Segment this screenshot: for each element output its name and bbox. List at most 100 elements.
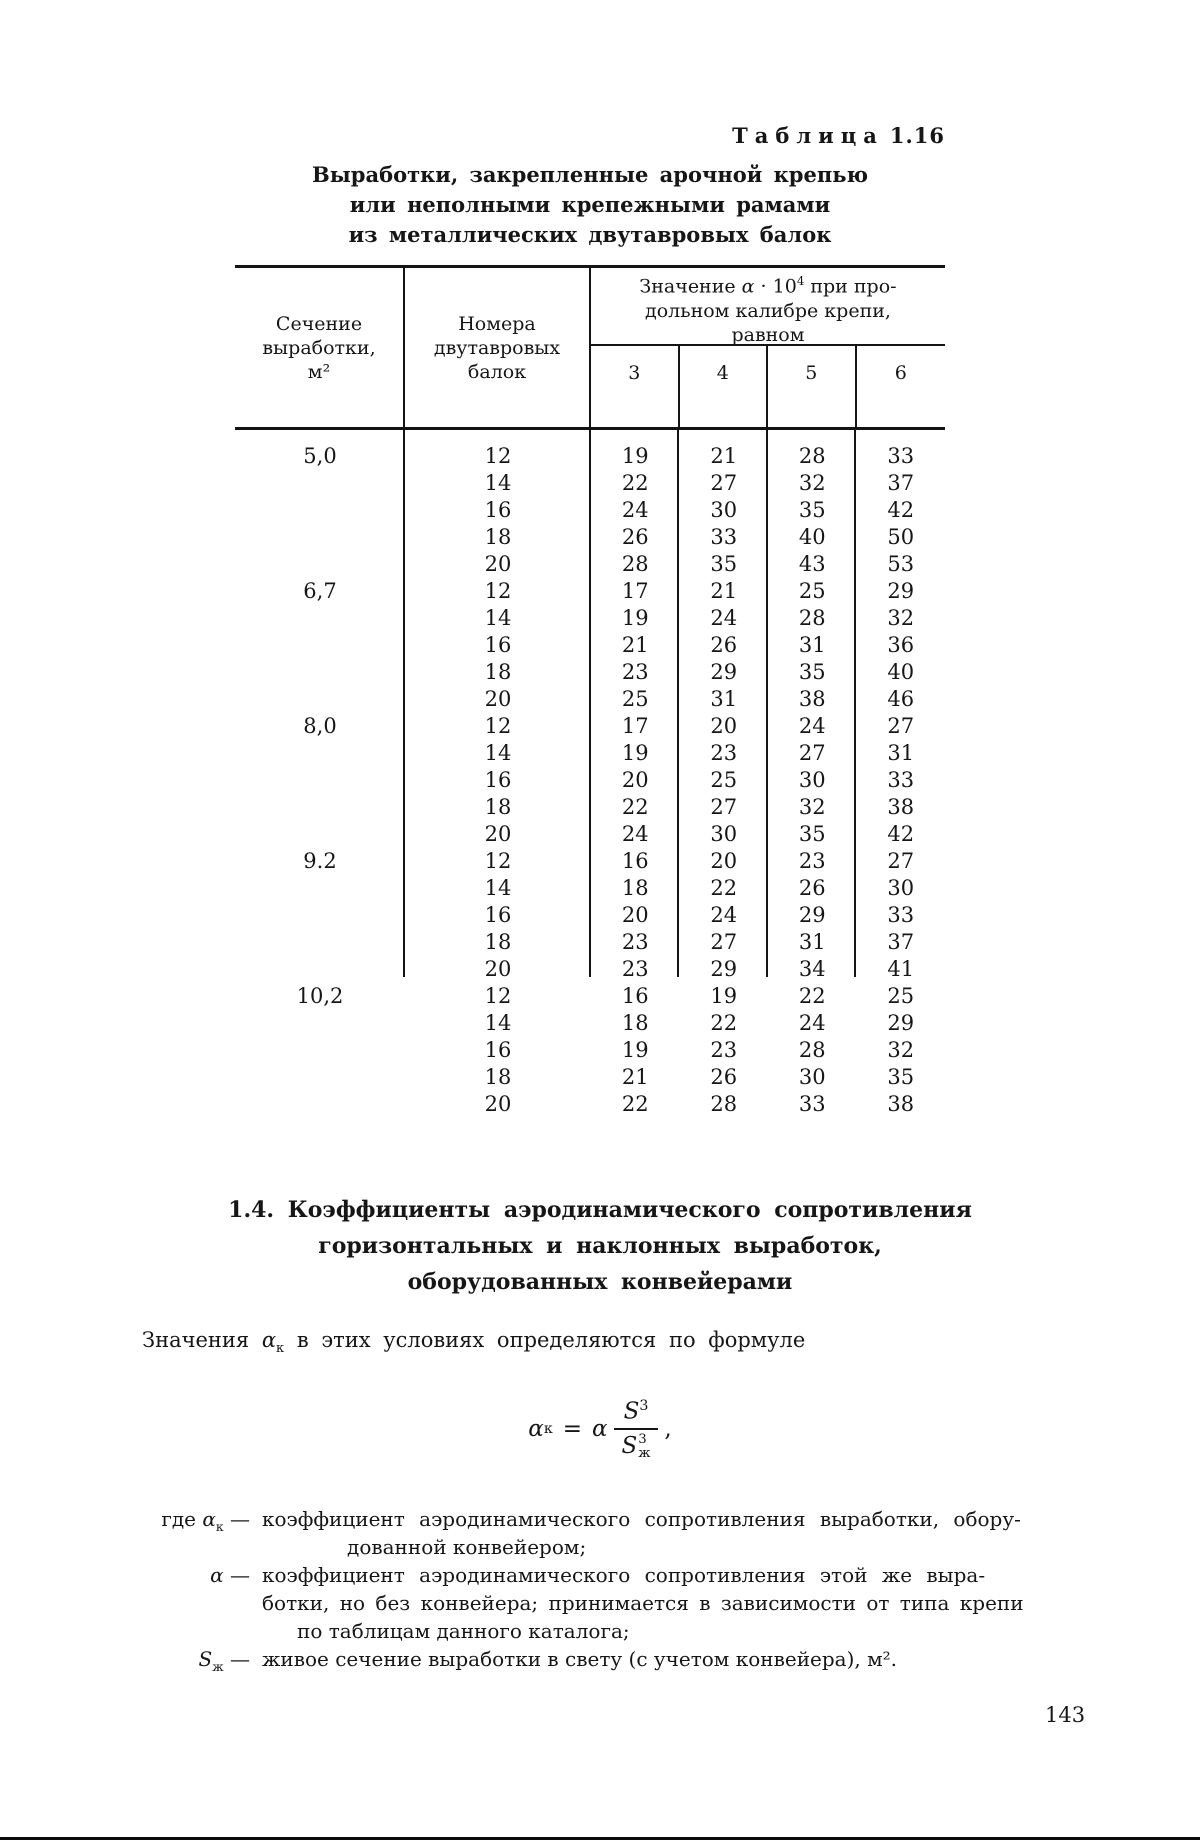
- cell-alpha-value: 22: [798, 984, 826, 1008]
- header-line: балок: [467, 360, 527, 383]
- data-table: Сечение выработки, м² Номера двутавровых…: [235, 265, 945, 1116]
- cell-alpha-value: 53: [887, 552, 915, 576]
- table-row: 18 23 27 31 37: [235, 929, 945, 956]
- cell-alpha-value: 42: [887, 822, 915, 846]
- cell-alpha-value: 24: [710, 903, 738, 927]
- header-subcolumns: 3 4 5 6: [591, 344, 945, 427]
- alpha-symbol: α: [528, 1416, 544, 1443]
- subcol-header: 3: [591, 346, 680, 427]
- table-row: 20 23 29 34 41: [235, 956, 945, 983]
- table-label: Таблица 1.16: [235, 123, 945, 148]
- cell-section: [235, 524, 405, 551]
- table-vertical-rule: [854, 430, 856, 977]
- cell-beam-number: 16: [484, 633, 512, 657]
- equals-sign: =: [562, 1416, 583, 1443]
- cell-alpha-value: 38: [798, 687, 826, 711]
- cell-alpha-value: 35: [887, 1065, 915, 1089]
- cell-section: [235, 1064, 405, 1091]
- cell-beam-number: 20: [484, 1092, 512, 1116]
- cell-beam-number: 16: [484, 498, 512, 522]
- table-row: 20 24 30 35 42: [235, 821, 945, 848]
- cell-alpha-value: 27: [798, 741, 826, 765]
- cell-alpha-value: 31: [887, 741, 915, 765]
- cell-beam-number: 20: [484, 687, 512, 711]
- cell-alpha-value: 19: [621, 444, 649, 468]
- table-row: 10,2 12 16 19 22 25: [235, 983, 945, 1010]
- cell-alpha-value: 34: [798, 957, 826, 981]
- cell-beam-number: 18: [484, 930, 512, 954]
- subcol-header: 6: [894, 362, 907, 384]
- cell-alpha-value: 22: [710, 876, 738, 900]
- cell-alpha-value: 24: [710, 606, 738, 630]
- cell-alpha-value: 27: [710, 795, 738, 819]
- table-vertical-rule: [766, 430, 768, 977]
- table-row: 20 28 35 43 53: [235, 551, 945, 578]
- table-row: 20 22 28 33 38: [235, 1091, 945, 1118]
- cell-alpha-value: 32: [887, 1038, 915, 1062]
- cell-alpha-value: 25: [798, 579, 826, 603]
- caption-line: или неполными крепежными рамами: [349, 192, 831, 217]
- table-header: Сечение выработки, м² Номера двутавровых…: [235, 268, 945, 430]
- header-col-alpha-group: Значение α · 104 при про- дольном калибр…: [591, 268, 945, 427]
- cell-alpha-value: 50: [887, 525, 915, 549]
- cell-beam-number: 20: [484, 957, 512, 981]
- cell-section: [235, 1037, 405, 1064]
- definition-item: α — коэффициент аэродинамического сопрот…: [100, 1561, 1050, 1645]
- cell-alpha-value: 23: [798, 849, 826, 873]
- cell-section: [235, 551, 405, 578]
- cell-alpha-value: 42: [887, 498, 915, 522]
- fraction-numerator: S3: [613, 1398, 659, 1430]
- definition-symbol: α —: [210, 1563, 250, 1587]
- cell-alpha-value: 28: [621, 552, 649, 576]
- cell-section: 10,2: [296, 984, 344, 1008]
- table-row: 16 19 23 28 32: [235, 1037, 945, 1064]
- cell-beam-number: 12: [484, 444, 512, 468]
- alpha-symbol: α: [210, 1563, 224, 1587]
- cell-section: [235, 956, 405, 983]
- cell-section: [235, 929, 405, 956]
- header-line: равном: [731, 323, 805, 346]
- cell-alpha-value: 33: [798, 1092, 826, 1116]
- definition-item: где αк — коэффициент аэродинамического с…: [100, 1505, 1050, 1561]
- cell-alpha-value: 29: [887, 579, 915, 603]
- cell-section: [235, 659, 405, 686]
- header-line: Значение α · 104 при про-: [639, 274, 897, 298]
- table-row: 5,0 12 19 21 28 33: [235, 443, 945, 470]
- cell-alpha-value: 22: [621, 795, 649, 819]
- cell-alpha-value: 33: [887, 444, 915, 468]
- cell-beam-number: 16: [484, 903, 512, 927]
- cell-alpha-value: 29: [710, 660, 738, 684]
- header-line: дольном калибре крепи,: [645, 299, 891, 322]
- cell-alpha-value: 24: [621, 822, 649, 846]
- table-row: 14 19 23 27 31: [235, 740, 945, 767]
- cell-alpha-value: 24: [798, 714, 826, 738]
- cell-alpha-value: 35: [798, 498, 826, 522]
- table-caption: Выработки, закрепленные арочной крепью и…: [185, 160, 995, 250]
- cell-section: [235, 632, 405, 659]
- cell-alpha-value: 26: [621, 525, 649, 549]
- cell-alpha-value: 23: [621, 930, 649, 954]
- table-row: 8,0 12 17 20 24 27: [235, 713, 945, 740]
- cell-section: [235, 821, 405, 848]
- cell-alpha-value: 30: [798, 1065, 826, 1089]
- cell-alpha-value: 25: [887, 984, 915, 1008]
- cell-section: [235, 794, 405, 821]
- cell-alpha-value: 32: [798, 471, 826, 495]
- section-heading-line: оборудованных конвейерами: [407, 1269, 793, 1295]
- table-label-number: 1.16: [889, 123, 945, 148]
- header-line: м²: [307, 360, 331, 383]
- table-label-word: Таблица: [732, 123, 884, 148]
- table-body: 5,0 12 19 21 28 33 14 22 27 32 37 16 24 …: [235, 430, 945, 1116]
- definition-symbol: Sж —: [198, 1647, 250, 1674]
- cell-alpha-value: 18: [621, 876, 649, 900]
- cell-alpha-value: 17: [621, 579, 649, 603]
- cell-alpha-value: 26: [710, 1065, 738, 1089]
- alpha-symbol: α: [261, 1328, 277, 1352]
- cell-alpha-value: 33: [710, 525, 738, 549]
- table-row: 16 20 24 29 33: [235, 902, 945, 929]
- cell-beam-number: 16: [484, 1038, 512, 1062]
- cell-alpha-value: 38: [887, 795, 915, 819]
- cell-alpha-value: 19: [621, 741, 649, 765]
